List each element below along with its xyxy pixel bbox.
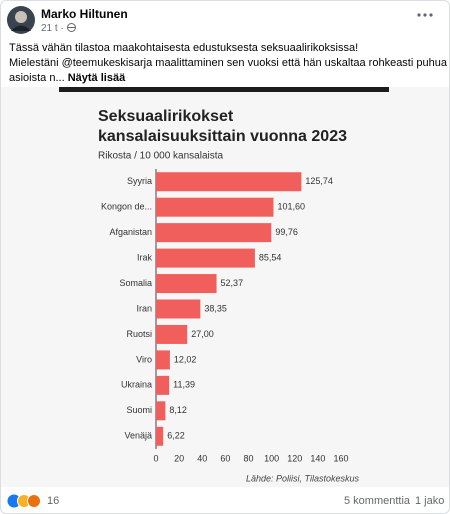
x-tick-label: 80 — [243, 453, 253, 463]
share-count[interactable]: 1 jako — [415, 495, 445, 507]
reaction-count[interactable]: 16 — [47, 495, 60, 507]
value-label: 11,39 — [173, 380, 195, 390]
x-tick-label: 140 — [310, 453, 325, 463]
image-bg — [1, 87, 449, 487]
text-line: Mielestäni @teemukeskisarja maalittamine… — [9, 57, 447, 69]
y-tick-label: Iran — [136, 303, 152, 313]
value-label: 27,00 — [191, 329, 214, 339]
bar — [156, 375, 170, 395]
value-label: 38,35 — [204, 303, 227, 313]
bar — [156, 274, 217, 294]
value-label: 12,02 — [174, 354, 197, 364]
y-tick-label: Somalia — [119, 278, 152, 288]
chart-subtitle: Rikosta / 10 000 kansalaista — [98, 151, 224, 162]
more-button[interactable] — [415, 11, 435, 19]
bar — [156, 172, 302, 192]
bar — [156, 350, 170, 370]
value-label: 6,22 — [167, 431, 185, 441]
see-more[interactable]: Näytä lisää — [67, 72, 126, 84]
bar — [156, 299, 201, 319]
bar — [156, 223, 272, 243]
avatar[interactable] — [7, 6, 35, 34]
x-tick-label: 60 — [220, 453, 230, 463]
post-text: Tässä vähän tilastoa maakohtaisesta edus… — [9, 41, 447, 86]
chart-source: Lähde: Poliisi, Tilastokeskus — [246, 473, 359, 483]
bar — [156, 324, 188, 344]
y-tick-label: Afganistan — [109, 227, 152, 237]
author-name[interactable]: Marko Hiltunen — [41, 7, 128, 21]
post-time[interactable]: 21 t · — [41, 23, 76, 34]
text: asioista n... — [9, 72, 65, 84]
chart-title: Seksuaalirikokset — [98, 108, 234, 125]
bar — [156, 426, 164, 446]
y-tick-label: Viro — [136, 354, 152, 364]
value-label: 85,54 — [259, 252, 282, 262]
x-tick-label: 20 — [174, 453, 184, 463]
x-tick-label: 40 — [197, 453, 207, 463]
value-label: 101,60 — [277, 202, 305, 212]
value-label: 125,74 — [305, 176, 333, 186]
text-line: asioista n... Näytä lisää — [9, 71, 447, 86]
y-tick-label: Suomi — [126, 405, 152, 415]
comment-count[interactable]: 5 kommenttia — [344, 495, 411, 507]
bar — [156, 401, 166, 421]
reaction-icons[interactable] — [7, 493, 47, 509]
y-tick-label: Kongon de... — [101, 202, 152, 212]
x-tick-label: 160 — [333, 453, 348, 463]
text-line: Tässä vähän tilastoa maakohtaisesta edus… — [9, 42, 359, 54]
bar — [156, 197, 274, 217]
bar — [156, 248, 255, 268]
y-tick-label: Venäjä — [124, 431, 152, 441]
x-tick-label: 100 — [264, 453, 279, 463]
x-tick-label: 0 — [153, 453, 158, 463]
time: 21 t — [41, 23, 58, 34]
x-tick-label: 120 — [287, 453, 302, 463]
y-tick-label: Syyria — [127, 176, 152, 186]
chart-title: kansalaisuuksittain vuonna 2023 — [98, 128, 347, 145]
globe-icon — [66, 23, 76, 32]
y-tick-label: Ukraina — [121, 380, 152, 390]
value-label: 8,12 — [169, 405, 187, 415]
image-bar — [59, 87, 389, 92]
value-label: 99,76 — [275, 227, 298, 237]
value-label: 52,37 — [221, 278, 244, 288]
y-tick-label: Irak — [137, 252, 153, 262]
chart[interactable]: Seksuaalirikokset kansalaisuuksittain vu… — [1, 87, 449, 487]
y-tick-label: Ruotsi — [126, 329, 152, 339]
